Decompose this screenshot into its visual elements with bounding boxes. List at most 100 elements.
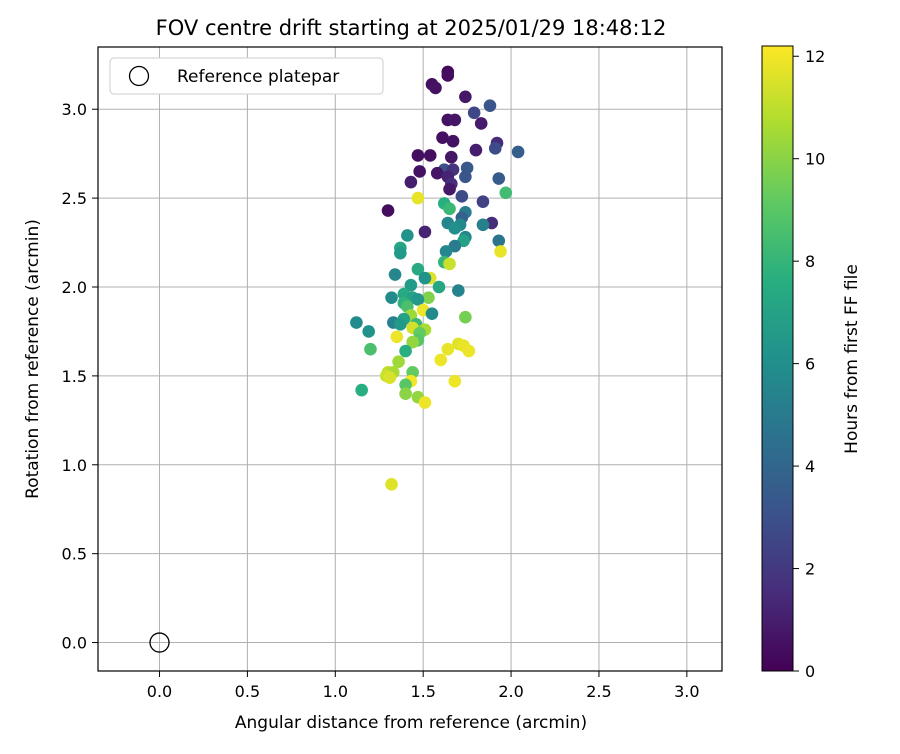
data-point: [381, 204, 395, 217]
data-point: [462, 344, 476, 358]
data-point: [432, 280, 446, 294]
data-point: [392, 355, 405, 368]
data-point: [413, 165, 426, 178]
data-point: [467, 106, 481, 120]
y-axis-label: Rotation from reference (arcmin): [23, 219, 43, 499]
data-point: [474, 117, 488, 130]
data-point: [459, 310, 472, 324]
data-point: [476, 195, 490, 208]
y-tick-label: 2.5: [62, 189, 87, 208]
data-point: [401, 229, 414, 242]
data-point: [418, 225, 432, 239]
data-point: [488, 142, 502, 155]
data-point: [399, 378, 412, 392]
y-axis-ticks: 0.0 0.5 1.0 1.5 2.0 2.5 3.0: [62, 100, 98, 653]
data-point: [448, 374, 462, 388]
legend-marker: [128, 65, 150, 87]
data-point: [448, 222, 462, 235]
data-point: [459, 90, 472, 104]
x-tick-label: 1.0: [323, 682, 348, 701]
colorbar-tick-label: 0: [805, 662, 815, 681]
data-point: [469, 143, 483, 157]
x-tick-label: 0.0: [147, 682, 172, 701]
data-point: [399, 387, 412, 400]
legend: Reference platepar: [109, 57, 384, 95]
data-point: [422, 291, 435, 304]
data-point: [452, 284, 465, 297]
data-point: [439, 245, 453, 258]
colorbar-tick-label: 4: [805, 457, 815, 476]
data-point: [388, 268, 402, 281]
colorbar-tick-label: 6: [805, 355, 815, 374]
data-point: [443, 257, 456, 271]
y-tick-label: 0.5: [62, 545, 87, 564]
data-point: [418, 271, 432, 285]
data-point: [494, 245, 507, 258]
data-point: [404, 278, 418, 292]
colorbar-ticks: 0 2 4 6 8 10 12: [793, 47, 825, 681]
x-tick-label: 0.5: [235, 682, 260, 701]
data-point: [394, 318, 407, 331]
data-point: [492, 234, 506, 248]
grid-lines: [98, 47, 722, 671]
chart-title: FOV centre drift starting at 2025/01/29 …: [156, 16, 667, 40]
colorbar-tick-label: 12: [805, 47, 825, 66]
data-point: [430, 166, 444, 180]
data-point: [492, 172, 506, 185]
x-tick-label: 2.0: [498, 682, 523, 701]
x-tick-label: 3.0: [674, 682, 699, 701]
y-tick-label: 3.0: [62, 100, 87, 119]
y-tick-label: 2.0: [62, 278, 87, 297]
data-point: [411, 149, 425, 162]
data-point: [406, 335, 419, 349]
data-point: [441, 69, 455, 82]
data-point: [364, 342, 377, 356]
colorbar-tick-label: 10: [805, 150, 825, 169]
data-point: [429, 81, 442, 95]
data-point: [511, 145, 525, 159]
data-point: [418, 396, 432, 409]
data-points: [350, 65, 525, 491]
data-point: [399, 344, 412, 358]
data-point: [385, 478, 398, 491]
legend-box: [109, 57, 384, 95]
data-point: [455, 190, 469, 203]
data-point: [411, 262, 425, 276]
data-point: [350, 316, 363, 329]
data-point: [446, 134, 460, 148]
colorbar-gradient: [761, 45, 794, 672]
data-point: [499, 186, 513, 200]
data-point: [355, 383, 368, 397]
data-point: [383, 371, 397, 384]
data-point: [404, 175, 418, 189]
y-tick-label: 1.5: [62, 367, 87, 386]
y-tick-label: 0.0: [62, 634, 87, 653]
data-point: [483, 99, 497, 112]
data-point: [436, 131, 449, 144]
data-point: [445, 150, 458, 164]
legend-label: Reference platepar: [177, 67, 339, 87]
data-point: [394, 246, 407, 260]
data-point: [423, 149, 437, 162]
plot-frame: [97, 46, 723, 672]
data-point: [362, 325, 375, 338]
data-point: [411, 293, 425, 306]
x-axis-label: Angular distance from reference (arcmin): [235, 713, 587, 733]
colorbar-label: Hours from first FF file: [842, 264, 862, 454]
x-tick-label: 1.5: [410, 682, 435, 701]
data-point: [411, 191, 425, 205]
data-point: [448, 113, 462, 127]
y-tick-label: 1.0: [62, 456, 87, 475]
data-point: [441, 342, 455, 356]
colorbar-tick-label: 2: [805, 560, 815, 579]
data-point: [390, 330, 404, 344]
x-axis-ticks: 0.0 0.5 1.0 1.5 2.0 2.5 3.0: [147, 671, 700, 701]
x-tick-label: 2.5: [586, 682, 611, 701]
data-point: [385, 291, 398, 304]
data-point: [476, 218, 490, 232]
colorbar-tick-label: 8: [805, 252, 815, 271]
data-point: [459, 170, 472, 184]
colorbar: 0 2 4 6 8 10 12 Hours from first FF file: [761, 45, 862, 681]
data-point: [434, 353, 448, 367]
